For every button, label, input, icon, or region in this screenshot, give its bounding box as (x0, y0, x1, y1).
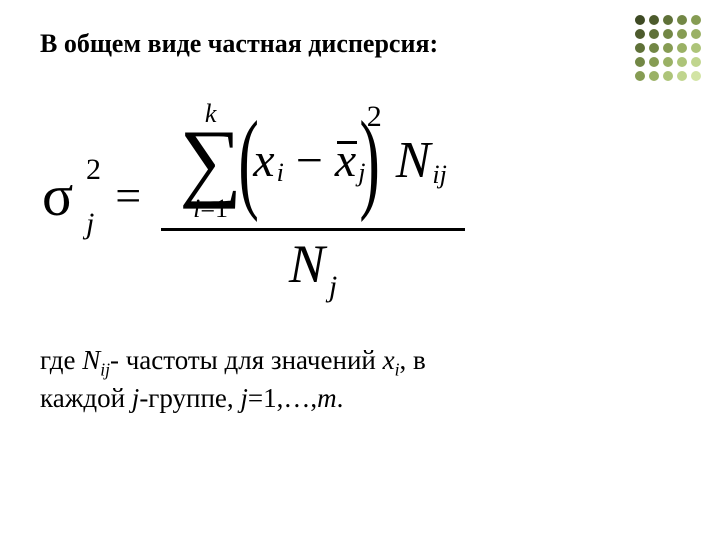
sigma-symbol: σ (42, 163, 73, 228)
big-sigma-icon: ∑ (179, 128, 242, 197)
heading: В общем виде частная дисперсия: (40, 28, 680, 61)
dot (677, 29, 687, 39)
dot (677, 71, 687, 81)
dot (691, 29, 701, 39)
dot (663, 29, 673, 39)
N-ij: Nij (396, 135, 447, 187)
dot (635, 57, 645, 67)
dot (635, 71, 645, 81)
dot (635, 15, 645, 25)
decorative-dot-grid (634, 14, 702, 82)
dot (649, 57, 659, 67)
dot (691, 43, 701, 53)
dot (691, 71, 701, 81)
summation: k ∑ i=1 (179, 101, 242, 223)
dot (677, 15, 687, 25)
denominator: Nj (271, 231, 355, 297)
dot (649, 15, 659, 25)
dot (663, 57, 673, 67)
dot (635, 29, 645, 39)
sigma-subscript: j (86, 209, 94, 239)
dot (663, 43, 673, 53)
squared: 2 (367, 102, 382, 132)
dot (663, 71, 673, 81)
dot (649, 71, 659, 81)
dot (691, 15, 701, 25)
dot (635, 43, 645, 53)
minus-sign: − (296, 137, 323, 185)
numerator: k ∑ i=1 ( xi − xj ) 2 Nij (161, 95, 465, 229)
dot (649, 43, 659, 53)
dot (663, 15, 673, 25)
fraction: k ∑ i=1 ( xi − xj ) 2 Nij (161, 95, 465, 298)
sigma-superscript: 2 (86, 155, 101, 185)
formula: σ 2 j = k ∑ i=1 ( xi − (42, 95, 680, 298)
footer-text: где Nij- частоты для значений xi, в кажд… (40, 343, 650, 416)
dot (649, 29, 659, 39)
dot (677, 43, 687, 53)
left-paren: ( (238, 118, 259, 205)
dot (691, 57, 701, 67)
slide: В общем виде частная дисперсия: σ 2 j = … (0, 0, 720, 540)
dot (677, 57, 687, 67)
formula-lhs: σ 2 j (42, 167, 73, 225)
equals-sign: = (115, 173, 141, 219)
